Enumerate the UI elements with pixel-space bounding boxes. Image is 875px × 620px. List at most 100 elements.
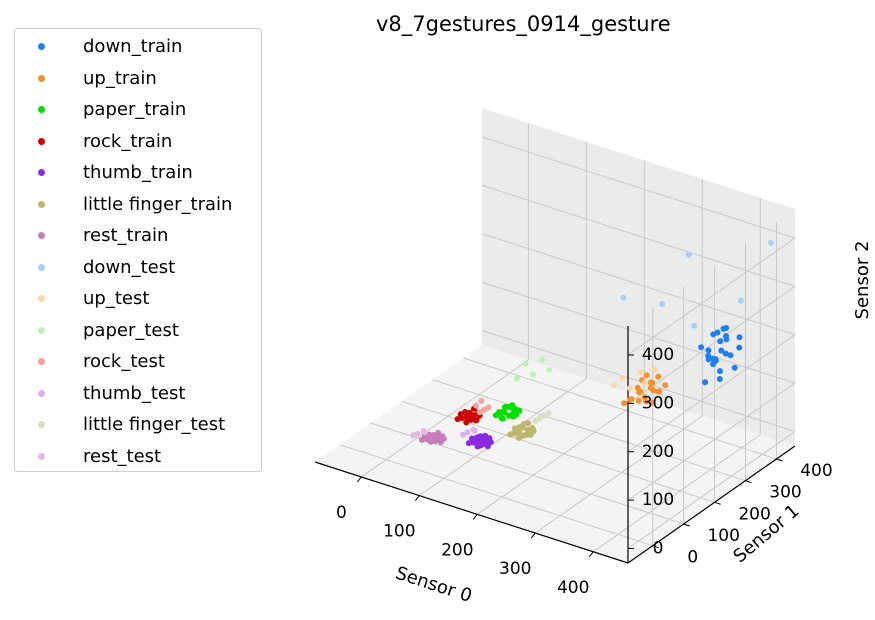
point-paper_train [500,408,506,415]
x-tick-label: 200 [441,540,473,560]
point-paper_train [492,412,499,419]
legend-item: down_train [15,35,261,59]
point-up_test [652,366,659,373]
grid-line-z [627,334,796,453]
point-little-finger_train [507,431,514,438]
point-thumb_train [484,443,491,450]
point-up_test [610,382,617,389]
grid-line-y [432,379,746,482]
legend: down_train up_train paper_train rock_train t… [14,28,262,472]
x-tick-label: 0 [336,503,347,523]
point-little-finger_test [532,417,539,424]
legend-label: paper_test [83,319,179,341]
point-little-finger_train [516,429,523,436]
grid-line-z [481,184,796,287]
legend-item: up_test [15,287,261,311]
point-up_train [627,396,634,403]
legend-label: little finger_test [83,414,226,435]
point-up_train [643,372,650,379]
point-down_train [727,352,734,359]
point-down_train [722,350,729,357]
legend-item: little finger_train [15,193,261,217]
point-thumb_train [465,440,472,447]
legend-marker [38,452,45,460]
legend-label: up_train [83,67,157,89]
x-tick [530,532,536,539]
point-up_train [662,382,669,389]
point-little-finger_train [525,420,532,427]
point-thumb_train [468,435,475,442]
point-paper_train [512,406,519,413]
point-little-finger_train [524,426,531,433]
point-down_test [659,301,666,307]
grid-line-z [627,382,796,501]
point-down_test [737,297,744,304]
point-thumb_train [476,442,483,449]
legend-label: rest_test [83,445,162,467]
point-up_train [635,397,642,404]
grid-line-z [627,237,796,356]
point-thumb_train [476,433,482,440]
axis-panes [315,108,795,563]
y-tick-label: 400 [800,461,832,481]
point-paper_test [530,371,536,378]
point-paper_train [510,413,517,420]
x-axis-line [314,461,629,564]
point-down_train [723,325,730,331]
legend-item: down_test [15,256,261,280]
point-down_test [620,294,627,301]
grid-line-z [481,136,796,239]
point-rock_train [462,409,469,415]
legend-marker [38,200,45,208]
legend-marker [38,74,45,82]
point-up_train [648,379,654,386]
point-down_train [717,338,724,345]
z-tick-label: 100 [642,490,674,510]
pane-floor [315,345,795,563]
legend-marker [38,169,45,176]
point-little-finger_test [541,412,548,419]
x-tick-label: 300 [499,559,531,579]
legend-label: rest_train [83,225,169,246]
point-thumb_test [464,429,471,436]
legend-marker [38,358,45,365]
z-axis-label: Sensor 2 [852,241,873,320]
legend-marker [38,326,45,334]
point-rock_test [481,406,488,413]
legend-item: thumb_train [15,161,261,185]
point-little-finger_train [511,425,518,432]
legend-label: little finger_train [83,193,233,215]
point-rock_train [465,413,472,420]
point-paper_train [504,403,511,410]
grid-line-z [627,431,796,549]
point-rest_train [430,434,437,441]
point-rest_train [435,429,442,436]
z-tick-label: 300 [642,393,674,413]
x-axis-label: Sensor 0 [393,563,475,607]
legend-marker [38,295,45,302]
y-tick-label: 200 [738,504,770,524]
legend-marker [38,43,45,50]
point-down_train [716,376,723,382]
x-tick [588,551,594,558]
point-rock_test [473,402,479,409]
z-tick-label: 0 [653,538,664,558]
legend-item: paper_test [15,319,261,343]
x-tick [414,495,420,501]
legend-label: paper_train [83,99,187,120]
point-rock_test [476,409,483,416]
point-down_train [709,355,716,362]
point-little-finger_train [527,431,534,438]
point-down_train [736,334,743,341]
x-tick-label: 400 [557,578,589,598]
grid-line-x [419,378,587,497]
grid-line-y [401,400,715,503]
z-tick-label: 200 [642,442,674,462]
point-thumb_train [482,432,489,439]
legend-label: down_train [83,36,183,57]
grid-line-y [463,357,777,460]
x-tick-label: 100 [383,522,415,542]
point-down_train [710,361,717,368]
